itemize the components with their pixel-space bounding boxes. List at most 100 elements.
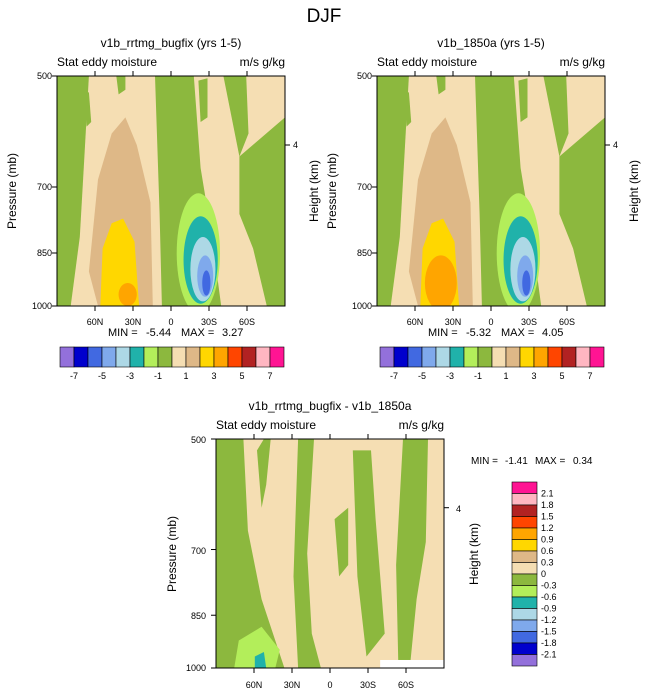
colorbar-label: -1.5: [541, 627, 557, 637]
contour-band: [424, 255, 457, 306]
y2-tick-label: 4: [613, 140, 618, 150]
right-label: m/s g/kg: [560, 55, 605, 69]
colorbar-swatch: [73, 346, 89, 368]
min-label: MIN =: [428, 327, 458, 339]
colorbar-swatch: [511, 504, 538, 517]
x-tick-label: 30S: [360, 680, 376, 690]
contour-band: [234, 626, 280, 668]
contour-field: [377, 76, 605, 306]
y2-axis-label: Height (km): [627, 160, 641, 222]
min-label: MIN =: [471, 456, 498, 467]
colorbar-label: 5: [559, 371, 564, 381]
y-tick-label: 700: [37, 182, 52, 192]
colorbar-label: -1: [474, 371, 482, 381]
colorbar-label: 3: [211, 371, 216, 381]
colorbar-difference: 2.11.8 1.51.2 0.90.6 0.30 -0.3-0.6 -0.9-1.2 -1…: [511, 481, 557, 667]
contour-band: [239, 117, 285, 306]
contour-band: [118, 283, 137, 306]
colorbar-swatch: [269, 346, 285, 368]
colorbar-swatch: [589, 346, 605, 368]
colorbar-label: -3: [446, 371, 454, 381]
colorbar-label: 7: [267, 371, 272, 381]
colorbar-swatch: [449, 346, 465, 368]
y-tick-label: 1000: [352, 301, 372, 311]
contour-band: [216, 439, 285, 668]
colorbar-swatch: [561, 346, 577, 368]
x-tick-label: 0: [327, 680, 332, 690]
contour-band: [254, 652, 267, 668]
x-tick-label: 0: [168, 317, 173, 327]
x-tick-label: 60N: [87, 317, 104, 327]
contour-band: [223, 76, 249, 157]
colorbar-swatch: [511, 654, 538, 667]
contour-band: [436, 76, 446, 95]
panel-title: v1b_1850a (yrs 1-5): [437, 36, 544, 50]
x-tick-label: 30N: [125, 317, 142, 327]
colorbar-swatch: [511, 619, 538, 632]
contour-band: [202, 270, 211, 296]
colorbar-swatch: [533, 346, 549, 368]
colorbar-swatch: [575, 346, 591, 368]
contour-band: [559, 117, 605, 306]
colorbar-swatch: [511, 516, 538, 529]
panel-difference: v1b_rrtmg_bugfix - v1b_1850a Stat eddy m…: [165, 399, 593, 690]
colorbar-label: 5: [239, 371, 244, 381]
left-label: Stat eddy moisture: [377, 55, 477, 69]
colorbar-bugfix: -7 -5 -3 -1 1 3 5 7: [59, 346, 285, 381]
colorbar-label: 0: [541, 569, 546, 579]
colorbar-swatch: [511, 596, 538, 609]
panel-title: v1b_rrtmg_bugfix - v1b_1850a: [249, 399, 412, 413]
colorbar-label: 0.6: [541, 546, 554, 556]
contour-field: [216, 439, 444, 668]
colorbar-swatch: [129, 346, 145, 368]
contour-band: [293, 439, 321, 668]
colorbar-label: -1: [154, 371, 162, 381]
y2-tick-label: 4: [293, 140, 298, 150]
y-tick-label: 850: [37, 248, 52, 258]
y-tick-label: 700: [357, 182, 372, 192]
colorbar-swatch: [213, 346, 229, 368]
y-axis-label: Pressure (mb): [325, 153, 339, 229]
max-label: MAX =: [501, 327, 534, 339]
colorbar-swatch: [199, 346, 215, 368]
colorbar-label: 0.3: [541, 558, 554, 568]
min-value: -5.32: [466, 327, 491, 339]
colorbar-label: 7: [587, 371, 592, 381]
colorbar-swatch: [421, 346, 437, 368]
colorbar-swatch: [87, 346, 103, 368]
contour-band: [257, 439, 271, 508]
y-tick-label: 850: [357, 248, 372, 258]
panel-1850a: v1b_1850a (yrs 1-5) Stat eddy moisture m…: [325, 36, 641, 339]
colorbar-swatch: [157, 346, 173, 368]
contour-band: [396, 439, 428, 668]
y-tick-label: 700: [191, 546, 206, 556]
colorbar-label: 1: [183, 371, 188, 381]
colorbar-swatch: [511, 550, 538, 563]
y-tick-label: 500: [37, 71, 52, 81]
colorbar-swatch: [511, 539, 538, 552]
colorbar-swatch: [435, 346, 451, 368]
contour-band: [116, 76, 126, 95]
colorbar-label: 1.2: [541, 523, 554, 533]
y-axis-label: Pressure (mb): [165, 516, 179, 592]
colorbar-swatch: [241, 346, 257, 368]
colorbar-label: 1.5: [541, 512, 554, 522]
colorbar-label: -0.3: [541, 581, 557, 591]
colorbar-label: 2.1: [541, 489, 554, 499]
left-label: Stat eddy moisture: [216, 418, 316, 432]
colorbar-swatch: [171, 346, 187, 368]
x-tick-label: 30N: [445, 317, 462, 327]
colorbar-label: -2.1: [541, 650, 557, 660]
contour-band: [404, 92, 412, 127]
max-label: MAX =: [535, 456, 565, 467]
colorbar-swatch: [379, 346, 395, 368]
contour-band: [377, 76, 409, 306]
x-tick-label: 60S: [559, 317, 575, 327]
min-value: -1.41: [505, 456, 528, 467]
contour-field: [57, 76, 285, 306]
max-value: 0.34: [573, 456, 593, 467]
colorbar-label: -3: [126, 371, 134, 381]
colorbar-swatch: [511, 608, 538, 621]
colorbar-swatch: [393, 346, 409, 368]
colorbar-label: -5: [418, 371, 426, 381]
